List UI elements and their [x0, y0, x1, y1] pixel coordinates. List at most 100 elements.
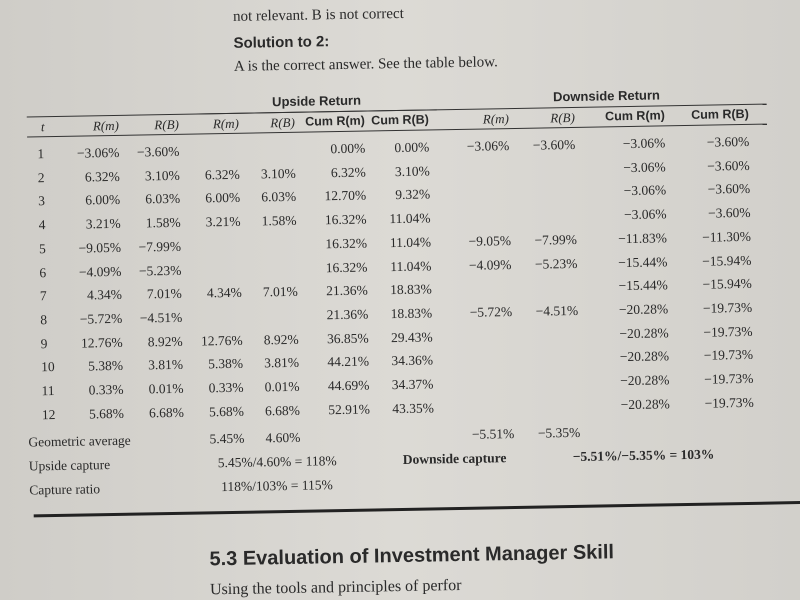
table-cell: −4.51%	[535, 302, 579, 319]
table-cell: 21.36%	[326, 282, 368, 299]
table-cell: 0.33%	[208, 379, 244, 396]
top-text: not relevant. B is not correct	[232, 5, 404, 25]
table-cell: −7.99%	[534, 231, 578, 248]
table-cell: −5.51%/−5.35% = 103%	[572, 446, 715, 465]
row-index: 12	[41, 406, 56, 422]
table-cell: 11.04%	[390, 257, 432, 274]
table-cell: −5.72%	[79, 310, 123, 327]
table-cell: 3.10%	[144, 167, 180, 184]
row-index: 8	[40, 312, 48, 328]
table-cell: 7.01%	[146, 285, 182, 302]
row-index: 1	[37, 146, 45, 162]
table-cell: −19.73%	[703, 347, 754, 364]
table-cell: 5.38%	[208, 356, 244, 372]
table-cell: −15.44%	[618, 253, 668, 270]
row-label: Capture ratio	[29, 481, 101, 498]
table-cell: −3.60%	[707, 157, 750, 174]
table-cell: 6.32%	[84, 168, 120, 185]
table-cell: −5.35%	[537, 425, 581, 442]
table-cell: −20.28%	[619, 348, 670, 365]
table-cell: 8.92%	[147, 333, 183, 350]
table-cell: 4.34%	[206, 284, 242, 301]
table-cell: −3.60%	[532, 136, 576, 153]
table-cell: 3.81%	[264, 355, 300, 371]
table-cell: 0.01%	[148, 380, 184, 397]
table-cell: 3.10%	[260, 165, 296, 182]
table-cell: 36.85%	[326, 330, 369, 346]
table-cell: 118%/103% = 115%	[221, 477, 333, 495]
row-index: 6	[39, 264, 47, 280]
table-cell: −7.99%	[138, 238, 182, 255]
group-header: Downside Return	[552, 87, 661, 105]
table-cell: −4.51%	[139, 309, 183, 326]
column-header: Cum R(m)	[604, 108, 665, 124]
row-index: 9	[40, 335, 48, 351]
table-cell: −3.60%	[136, 143, 180, 160]
column-header: R(m)	[92, 117, 120, 134]
table-cell: −3.06%	[623, 159, 666, 175]
section-rule	[33, 500, 800, 518]
table-cell: 16.32%	[324, 211, 367, 228]
table-cell: 1.58%	[145, 214, 181, 231]
table-cell: 34.36%	[391, 352, 434, 369]
row-index: 11	[41, 383, 55, 399]
table-cell: −3.06%	[622, 135, 666, 152]
table-cell: −4.09%	[468, 256, 512, 273]
table-cell: 4.60%	[265, 430, 301, 446]
column-header: R(B)	[154, 116, 180, 133]
table-cell: −20.28%	[619, 324, 669, 341]
table-cell: 16.32%	[325, 259, 368, 275]
row-index: 4	[38, 217, 46, 233]
column-header: t	[40, 119, 45, 135]
table-cell: −19.73%	[703, 323, 753, 340]
table-cell: 3.21%	[205, 213, 241, 230]
table-cell: 29.43%	[390, 329, 433, 345]
column-header: R(m)	[482, 111, 509, 127]
table-cell: 11.04%	[389, 210, 431, 227]
table-cell: 5.45%/4.60% = 118%	[217, 453, 337, 471]
intro: A is the correct answer. See the table b…	[233, 54, 498, 75]
table-cell: 5.68%	[208, 403, 245, 420]
table-cell: 18.83%	[390, 305, 433, 322]
section-text: Using the tools and principles of perfor	[209, 576, 462, 599]
column-header: Cum R(B)	[371, 112, 429, 128]
row-index: 5	[38, 240, 46, 257]
table-cell: 6.32%	[204, 166, 240, 183]
table-cell: 34.37%	[391, 376, 434, 393]
table-cell: 3.10%	[394, 163, 430, 179]
table-cell: −15.44%	[618, 277, 668, 294]
table-cell: −11.30%	[702, 228, 752, 245]
table-cell: 6.68%	[148, 404, 185, 421]
table-cell: −3.60%	[707, 181, 751, 198]
table-cell: 0.33%	[88, 381, 124, 398]
table-cell: 1.58%	[261, 212, 297, 229]
table-cell: 18.83%	[390, 281, 432, 298]
table-cell: −5.23%	[534, 255, 578, 272]
table-cell: 8.92%	[263, 331, 299, 347]
row-label: Geometric average	[28, 433, 131, 450]
table-cell: 6.00%	[205, 190, 241, 206]
row-index: 3	[38, 193, 46, 209]
table-cell: −5.72%	[469, 303, 513, 320]
column-header: R(m)	[212, 115, 240, 132]
row-label: Upside capture	[28, 457, 111, 474]
row-index: 10	[40, 359, 55, 375]
group-header: Upside Return	[271, 92, 362, 110]
table-cell: 9.32%	[395, 186, 431, 203]
table-cell: 16.32%	[325, 235, 368, 252]
table-cell: −11.83%	[618, 230, 668, 246]
table-cell: 3.81%	[148, 357, 184, 373]
table-cell: 0.00%	[330, 140, 366, 157]
table-cell: −3.06%	[466, 138, 510, 154]
table-cell: 7.01%	[262, 283, 298, 300]
heading: Solution to 2:	[233, 33, 330, 52]
table-cell: 6.32%	[330, 164, 366, 180]
column-header: R(B)	[550, 109, 575, 126]
column-header: R(B)	[270, 114, 296, 131]
row-index: 7	[39, 288, 47, 304]
table-cell: 4.34%	[86, 287, 122, 303]
table-cell: 11.04%	[389, 234, 432, 250]
table-cell: 5.68%	[88, 405, 125, 422]
table-cell: 43.35%	[392, 400, 435, 416]
